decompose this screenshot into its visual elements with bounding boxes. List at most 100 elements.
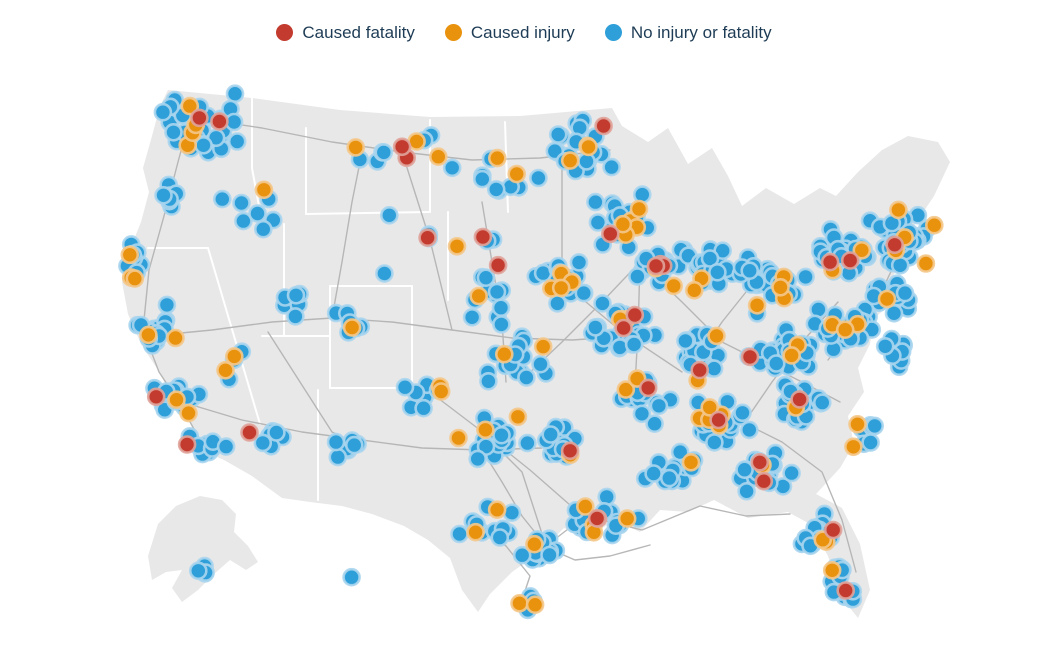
incident-dot-injury[interactable] bbox=[629, 199, 649, 219]
incident-dot-injury[interactable] bbox=[179, 403, 198, 423]
incident-dot-injury[interactable] bbox=[844, 437, 863, 457]
incident-dot-fatality[interactable] bbox=[709, 410, 728, 430]
incident-dot-injury[interactable] bbox=[835, 320, 855, 340]
incident-dot-injury[interactable] bbox=[342, 318, 362, 337]
incident-dot-none[interactable] bbox=[248, 204, 267, 223]
incident-dot-none[interactable] bbox=[344, 435, 364, 455]
incident-dot-injury[interactable] bbox=[877, 289, 897, 309]
incident-dot-none[interactable] bbox=[379, 206, 399, 225]
incident-dot-none[interactable] bbox=[414, 398, 433, 418]
incident-dot-none[interactable] bbox=[628, 267, 647, 286]
incident-dot-none[interactable] bbox=[632, 404, 652, 424]
incident-dot-none[interactable] bbox=[492, 315, 511, 334]
incident-dot-none[interactable] bbox=[740, 261, 760, 281]
incident-dot-fatality[interactable] bbox=[177, 435, 197, 454]
incident-dot-injury[interactable] bbox=[533, 337, 553, 356]
incident-dot-injury[interactable] bbox=[924, 215, 944, 235]
incident-dot-injury[interactable] bbox=[494, 344, 514, 364]
incident-dot-injury[interactable] bbox=[180, 96, 200, 116]
incident-dot-none[interactable] bbox=[232, 193, 251, 213]
incident-dot-none[interactable] bbox=[518, 433, 537, 453]
incident-dot-injury[interactable] bbox=[216, 360, 235, 380]
incident-dot-none[interactable] bbox=[450, 524, 469, 544]
incident-dot-fatality[interactable] bbox=[625, 305, 645, 325]
incident-dot-none[interactable] bbox=[875, 336, 895, 356]
incident-dot-fatality[interactable] bbox=[840, 251, 860, 270]
incident-dot-fatality[interactable] bbox=[594, 116, 613, 136]
incident-dot-none[interactable] bbox=[154, 186, 173, 205]
incident-dot-fatality[interactable] bbox=[614, 318, 633, 338]
incident-dot-injury[interactable] bbox=[447, 237, 467, 256]
incident-dot-none[interactable] bbox=[529, 168, 548, 188]
incident-dot-injury[interactable] bbox=[254, 180, 274, 200]
incident-dot-injury[interactable] bbox=[916, 254, 936, 273]
incident-dot-injury[interactable] bbox=[684, 280, 704, 300]
incident-dot-injury[interactable] bbox=[782, 346, 801, 365]
incident-dot-none[interactable] bbox=[541, 425, 561, 444]
incident-dot-none[interactable] bbox=[624, 335, 644, 354]
incident-dot-none[interactable] bbox=[586, 318, 605, 337]
incident-dot-none[interactable] bbox=[737, 481, 756, 501]
incident-dot-none[interactable] bbox=[574, 283, 594, 303]
incident-dot-none[interactable] bbox=[164, 123, 183, 142]
incident-dot-none[interactable] bbox=[708, 262, 727, 282]
incident-dot-none[interactable] bbox=[676, 331, 695, 351]
incident-dot-injury[interactable] bbox=[487, 500, 507, 520]
incident-dot-injury[interactable] bbox=[120, 245, 140, 265]
incident-dot-fatality[interactable] bbox=[146, 387, 166, 407]
incident-dot-injury[interactable] bbox=[449, 428, 468, 448]
incident-dot-none[interactable] bbox=[649, 396, 669, 416]
incident-dot-injury[interactable] bbox=[771, 277, 790, 297]
incident-dot-fatality[interactable] bbox=[750, 452, 770, 472]
incident-dot-none[interactable] bbox=[234, 211, 253, 231]
incident-dot-none[interactable] bbox=[395, 377, 415, 397]
incident-dot-injury[interactable] bbox=[525, 595, 545, 615]
incident-dot-injury[interactable] bbox=[852, 241, 872, 260]
incident-dot-injury[interactable] bbox=[487, 148, 507, 168]
incident-dot-none[interactable] bbox=[472, 169, 492, 189]
incident-dot-none[interactable] bbox=[739, 420, 759, 440]
incident-dot-none[interactable] bbox=[286, 307, 305, 326]
incident-dot-none[interactable] bbox=[267, 423, 286, 442]
incident-dot-none[interactable] bbox=[593, 294, 612, 313]
incident-dot-none[interactable] bbox=[766, 354, 786, 373]
incident-dot-none[interactable] bbox=[548, 125, 568, 144]
incident-dot-none[interactable] bbox=[884, 303, 904, 323]
incident-dot-none[interactable] bbox=[216, 437, 236, 456]
incident-dot-fatality[interactable] bbox=[190, 108, 209, 128]
incident-dot-fatality[interactable] bbox=[646, 256, 666, 276]
incident-dot-none[interactable] bbox=[531, 354, 550, 374]
incident-dot-injury[interactable] bbox=[476, 420, 495, 440]
incident-dot-none[interactable] bbox=[491, 298, 511, 318]
incident-dot-none[interactable] bbox=[479, 371, 498, 391]
incident-dot-injury[interactable] bbox=[428, 147, 448, 166]
incident-dot-none[interactable] bbox=[705, 433, 724, 452]
incident-dot-fatality[interactable] bbox=[790, 390, 809, 409]
incident-dot-none[interactable] bbox=[733, 403, 752, 423]
incident-dot-none[interactable] bbox=[602, 157, 621, 177]
incident-dot-none[interactable] bbox=[569, 253, 589, 272]
incident-dot-none[interactable] bbox=[253, 219, 273, 239]
incident-dot-fatality[interactable] bbox=[740, 347, 760, 367]
incident-dot-injury[interactable] bbox=[551, 278, 571, 298]
incident-dot-none[interactable] bbox=[342, 567, 361, 587]
incident-dot-none[interactable] bbox=[890, 255, 910, 275]
incident-dot-none[interactable] bbox=[812, 393, 832, 412]
incident-dot-none[interactable] bbox=[861, 433, 880, 452]
incident-dot-none[interactable] bbox=[442, 158, 462, 178]
incident-dot-none[interactable] bbox=[225, 84, 245, 103]
incident-dot-none[interactable] bbox=[645, 414, 664, 434]
incident-dot-injury[interactable] bbox=[507, 164, 527, 184]
incident-dot-fatality[interactable] bbox=[473, 227, 493, 247]
incident-dot-injury[interactable] bbox=[822, 560, 842, 580]
incident-dot-injury[interactable] bbox=[466, 522, 485, 542]
incident-dot-none[interactable] bbox=[659, 468, 679, 488]
incident-dot-none[interactable] bbox=[476, 268, 496, 288]
incident-dot-none[interactable] bbox=[157, 295, 177, 315]
incident-dot-none[interactable] bbox=[462, 307, 482, 327]
incident-dot-injury[interactable] bbox=[664, 276, 684, 296]
incident-dot-injury[interactable] bbox=[431, 382, 451, 401]
incident-dot-none[interactable] bbox=[328, 447, 348, 467]
incident-dot-fatality[interactable] bbox=[418, 228, 437, 247]
incident-dot-injury[interactable] bbox=[525, 534, 544, 554]
